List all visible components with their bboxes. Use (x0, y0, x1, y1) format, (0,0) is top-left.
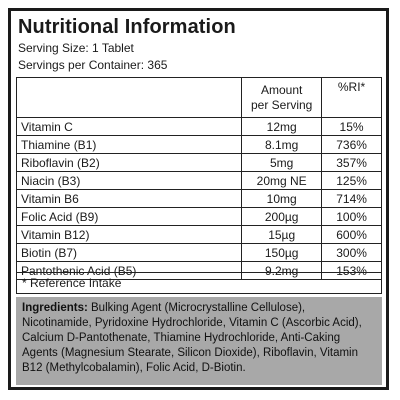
ingredients-text: Bulking Agent (Microcrystalline Cellulos… (22, 302, 362, 374)
panel-title: Nutritional Information (18, 16, 236, 38)
reference-intake-percent: 600% (321, 225, 382, 244)
reference-intake-percent: 736% (321, 135, 382, 154)
amount-per-serving: 150µg (241, 243, 323, 262)
amount-per-serving: 10mg (241, 189, 323, 208)
table-row: Riboflavin (B2) 5mg 357% (15, 153, 382, 172)
nutrient-name: Vitamin B12) (15, 225, 243, 244)
table-row: Vitamin B6 10mg 714% (15, 189, 382, 208)
nutrient-name: Vitamin C (15, 117, 243, 136)
table-row: Vitamin C 12mg 15% (15, 117, 382, 136)
amount-per-serving: 12mg (241, 117, 323, 136)
table-header-row: Amount per Serving %RI* (15, 77, 382, 118)
reference-intake-percent: 300% (321, 243, 382, 262)
amount-per-serving: 5mg (241, 153, 323, 172)
ri-column-header: %RI* (321, 77, 382, 118)
reference-intake-percent: 100% (321, 207, 382, 226)
nutrient-name: Niacin (B3) (15, 171, 243, 190)
nutrient-name: Folic Acid (B9) (15, 207, 243, 226)
amount-per-serving: 9.2mg (241, 261, 323, 280)
nutrient-name: Riboflavin (B2) (15, 153, 243, 172)
amount-per-serving: 20mg NE (241, 171, 323, 190)
reference-intake-percent: 714% (321, 189, 382, 208)
table-row: Pantothenic Acid (B5) 9.2mg 153% (15, 261, 382, 280)
amount-column-header: Amount per Serving (241, 77, 323, 118)
amount-header-line2: per Serving (250, 97, 313, 112)
reference-intake-percent: 125% (321, 171, 382, 190)
ingredients-label: Ingredients: (22, 302, 88, 314)
table-row: Biotin (B7) 150µg 300% (15, 243, 382, 262)
amount-per-serving: 15µg (241, 225, 323, 244)
nutrient-name: Thiamine (B1) (15, 135, 243, 154)
amount-per-serving: 200µg (241, 207, 323, 226)
reference-intake-percent: 357% (321, 153, 382, 172)
reference-intake-percent: 15% (321, 117, 382, 136)
serving-size: Serving Size: 1 Tablet (18, 41, 134, 55)
nutrition-table: Amount per Serving %RI* Vitamin C 12mg 15%… (15, 77, 382, 280)
reference-intake-note: * Reference Intake (16, 272, 382, 294)
servings-per-container: Servings per Container: 365 (18, 58, 168, 72)
table-row: Thiamine (B1) 8.1mg 736% (15, 135, 382, 154)
amount-per-serving: 8.1mg (241, 135, 323, 154)
nutrient-name: Vitamin B6 (15, 189, 243, 208)
nutrient-name: Pantothenic Acid (B5) (15, 261, 243, 280)
nutrient-column-header (15, 77, 243, 118)
reference-intake-percent: 153% (321, 261, 382, 280)
table-row: Vitamin B12) 15µg 600% (15, 225, 382, 244)
ingredients-box: Ingredients: Bulking Agent (Microcrystal… (16, 297, 382, 385)
amount-header-line1: Amount (261, 82, 303, 97)
nutrient-name: Biotin (B7) (15, 243, 243, 262)
nutrition-panel: Nutritional Information Serving Size: 1 … (8, 8, 389, 390)
table-row: Niacin (B3) 20mg NE 125% (15, 171, 382, 190)
table-row: Folic Acid (B9) 200µg 100% (15, 207, 382, 226)
